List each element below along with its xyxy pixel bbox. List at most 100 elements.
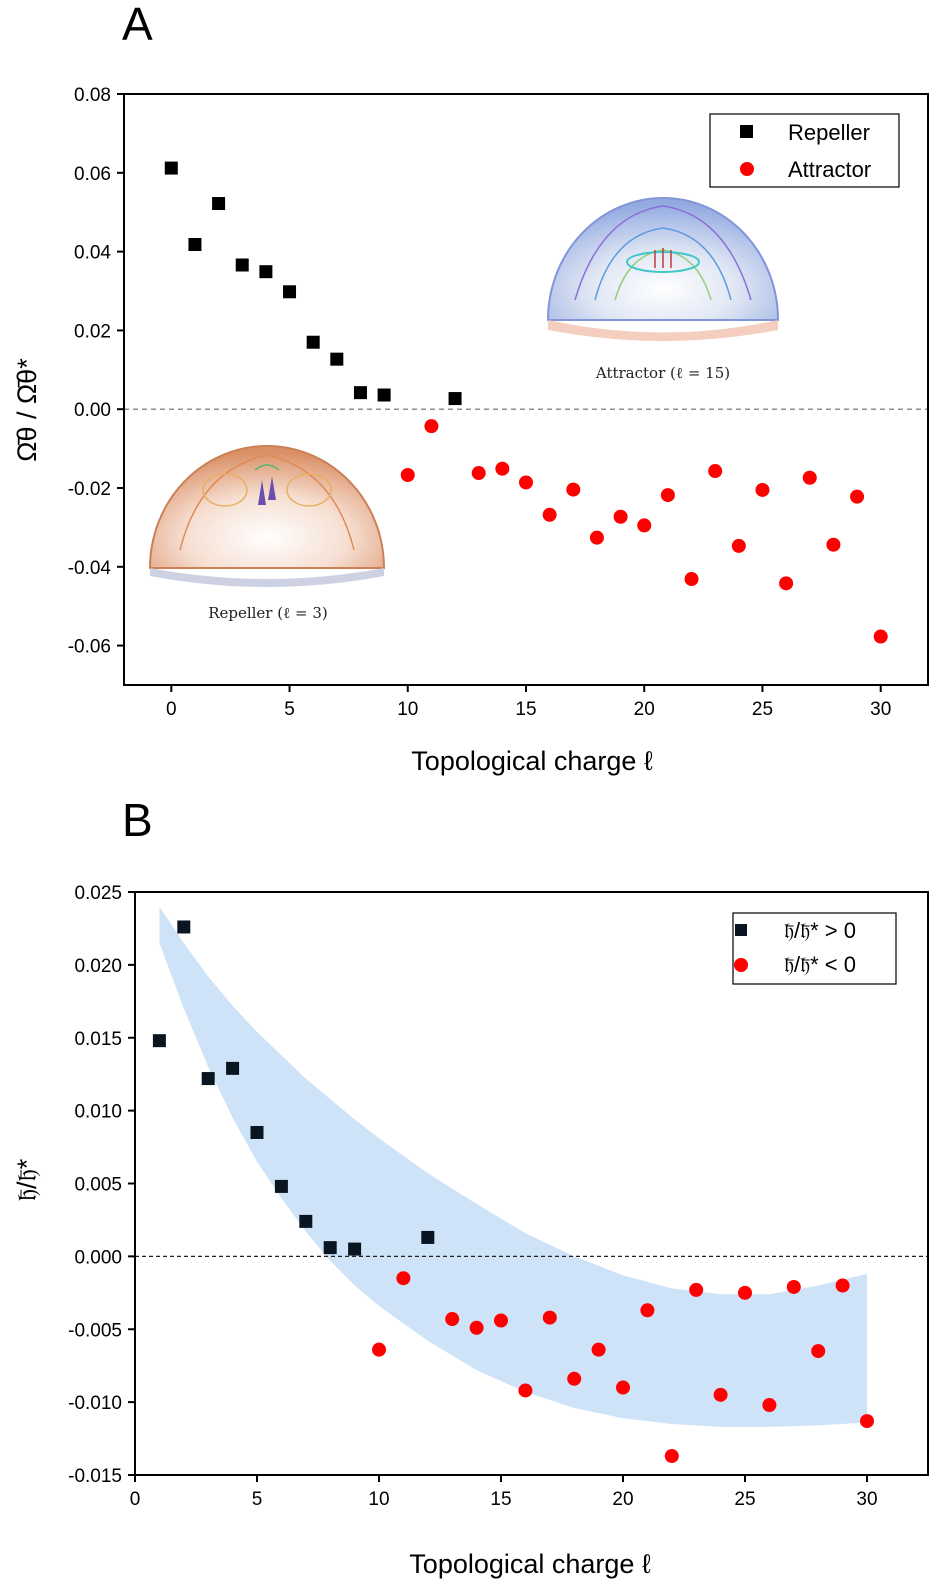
panel-a-y-tick-label-7: -0.06 [68, 637, 111, 658]
panel-a-x-tick-label-5: 25 [752, 699, 773, 720]
panel-a-series-1-point-15 [779, 576, 794, 591]
attractor-inset [546, 197, 780, 341]
panel-b-y-tick-label-0: 0.025 [74, 883, 122, 904]
panel-a-y-tick-label-2: 0.04 [74, 243, 111, 264]
panel-a-points [164, 161, 888, 644]
panel-b-series-0-point-6 [299, 1214, 313, 1228]
panel-a-series-0-point-10 [448, 392, 462, 406]
panel-b-y-tick-label-3: 0.010 [74, 1102, 122, 1123]
panel-b-y-tick-label-7: -0.010 [68, 1393, 122, 1414]
panel-a-series-0-point-4 [259, 265, 273, 279]
panel-b-series-0-point-5 [274, 1179, 288, 1193]
repeller-inset [148, 445, 386, 587]
legend-label-positive: 𝔥̄/𝔥̄* > 0 [784, 918, 856, 943]
panel-a-series-1-point-0 [400, 467, 415, 482]
panel-b-x-tick-label-6: 30 [856, 1489, 877, 1510]
panel-a-series-1-point-7 [589, 530, 604, 545]
panel-b-series-1-point-12 [689, 1282, 704, 1297]
panel-a-x-tick-label-2: 10 [397, 699, 418, 720]
panel-a-series-1-point-11 [684, 572, 699, 587]
panel-a-series-1-point-16 [802, 470, 817, 485]
panel-b-series-0-point-2 [201, 1072, 215, 1086]
panel-b-series-0-point-8 [348, 1242, 362, 1256]
panel-b-series-1-point-19 [860, 1414, 874, 1429]
panel-a-y-tick-label-1: 0.06 [74, 164, 111, 185]
legend-marker-repeller [740, 125, 753, 138]
legend-label-attractor: Attractor [788, 157, 871, 182]
panel-a-series-1-point-18 [850, 489, 865, 504]
panel-a-series-0-point-0 [164, 161, 178, 175]
panel-a-series-1-point-10 [660, 488, 675, 503]
panel-b-series-1-point-5 [518, 1383, 533, 1398]
panel-b-y-tick-label-6: -0.005 [68, 1320, 122, 1341]
panel-b-legend: 𝔥̄/𝔥̄* > 0 𝔥̄/𝔥̄* < 0 [732, 912, 897, 985]
panel-a-y-tick-label-3: 0.02 [74, 321, 111, 342]
panel-a-series-0-point-5 [283, 285, 297, 299]
panel-b-x-tick-label-1: 5 [252, 1489, 263, 1510]
panel-a-series-1-point-9 [637, 518, 652, 533]
attractor-inset-caption: Attractor (ℓ = 15) [595, 364, 730, 382]
panel-b-letter: B [122, 794, 153, 846]
panel-a-series-1-point-12 [708, 464, 723, 479]
panel-a-series-1-point-3 [495, 461, 510, 476]
panel-b-y-axis-label: 𝔥̄/𝔥̄* [12, 1158, 42, 1201]
panel-b-points [152, 920, 874, 1464]
panel-b-series-0-point-4 [250, 1125, 264, 1139]
panel-a-series-0-point-6 [306, 335, 320, 349]
panel-b-series-1-point-7 [567, 1371, 582, 1386]
panel-b-legend-box [732, 912, 897, 985]
panel-b-series-1-point-4 [494, 1313, 508, 1328]
panel-b-series-1-point-13 [713, 1387, 728, 1402]
panel-b-series-0-point-7 [323, 1241, 337, 1255]
panel-b-series-1-point-6 [542, 1310, 557, 1325]
panel-b-x-tick-label-3: 15 [490, 1489, 511, 1510]
panel-a-series-1-point-14 [755, 482, 770, 497]
panel-a-series-0-point-9 [377, 388, 391, 402]
panel-b-series-0-point-9 [421, 1230, 435, 1244]
panel-b-series-1-point-14 [738, 1285, 752, 1300]
panel-a-series-0-point-2 [212, 197, 226, 211]
panel-a-y-tick-label-6: -0.04 [68, 558, 112, 579]
panel-a-series-0-point-8 [353, 386, 367, 400]
panel-b-y-tick-label-2: 0.015 [74, 1029, 122, 1050]
panel-b-series-0-point-3 [226, 1061, 240, 1075]
panel-b-series-0-point-0 [152, 1034, 166, 1048]
panel-b-x-tick-label-5: 25 [734, 1489, 755, 1510]
panel-a-y-tick-label-4: 0.00 [74, 400, 111, 421]
panel-a-x-tick-label-0: 0 [166, 699, 177, 720]
repeller-inset-caption: Repeller (ℓ = 3) [208, 604, 328, 622]
panel-b-series-1-point-3 [469, 1320, 484, 1335]
panel-b-series-1-point-0 [372, 1342, 386, 1357]
panel-a-series-1-point-8 [613, 509, 628, 524]
panel-a-x-tick-label-4: 20 [634, 699, 655, 720]
panel-a-axes: 0 5 10 15 20 25 30 0.08 0.06 0.04 0.02 0.00 -0.02 -0.… [68, 85, 892, 720]
panel-a-series-1-point-17 [826, 537, 841, 552]
panel-b-series-1-point-15 [762, 1398, 777, 1413]
panel-a-series-1-point-1 [424, 419, 439, 434]
panel-b-y-tick-label-4: 0.005 [74, 1175, 122, 1196]
panel-a-legend: Repeller Attractor [709, 113, 900, 188]
panel-a-x-tick-label-1: 5 [284, 699, 295, 720]
legend-label-repeller: Repeller [788, 120, 870, 145]
panel-a-y-tick-label-5: -0.02 [68, 479, 111, 500]
panel-b: B 0 5 10 15 20 25 300.0250.0200.0150.0100.0050… [12, 794, 929, 1579]
panel-b-x-axis-label: Topological charge ℓ [409, 1549, 651, 1579]
panel-a-series-1-point-19 [873, 629, 888, 644]
panel-a-series-1-point-6 [566, 482, 581, 497]
panel-b-series-0-point-1 [177, 920, 191, 934]
panel-b-x-tick-label-0: 0 [130, 1489, 141, 1510]
panel-b-series-1-point-9 [616, 1380, 630, 1395]
panel-b-y-tick-label-8: -0.015 [68, 1466, 122, 1487]
panel-b-series-1-point-1 [396, 1271, 411, 1286]
panel-a-series-1-point-4 [519, 475, 533, 490]
panel-a-series-0-point-1 [188, 238, 202, 252]
panel-b-series-1-point-11 [664, 1449, 679, 1464]
panel-a-series-1-point-2 [471, 466, 486, 481]
panel-b-axes: 0 5 10 15 20 25 30 0.025 0.020 0.015 0.010 0.005 0.0… [68, 883, 877, 1510]
panel-a-x-tick-label-6: 30 [870, 699, 891, 720]
legend-marker-positive [735, 924, 747, 936]
panel-b-x-tick-label-2: 10 [368, 1489, 389, 1510]
panel-a-letter: A [122, 0, 153, 50]
legend-label-negative: 𝔥̄/𝔥̄* < 0 [784, 952, 856, 977]
